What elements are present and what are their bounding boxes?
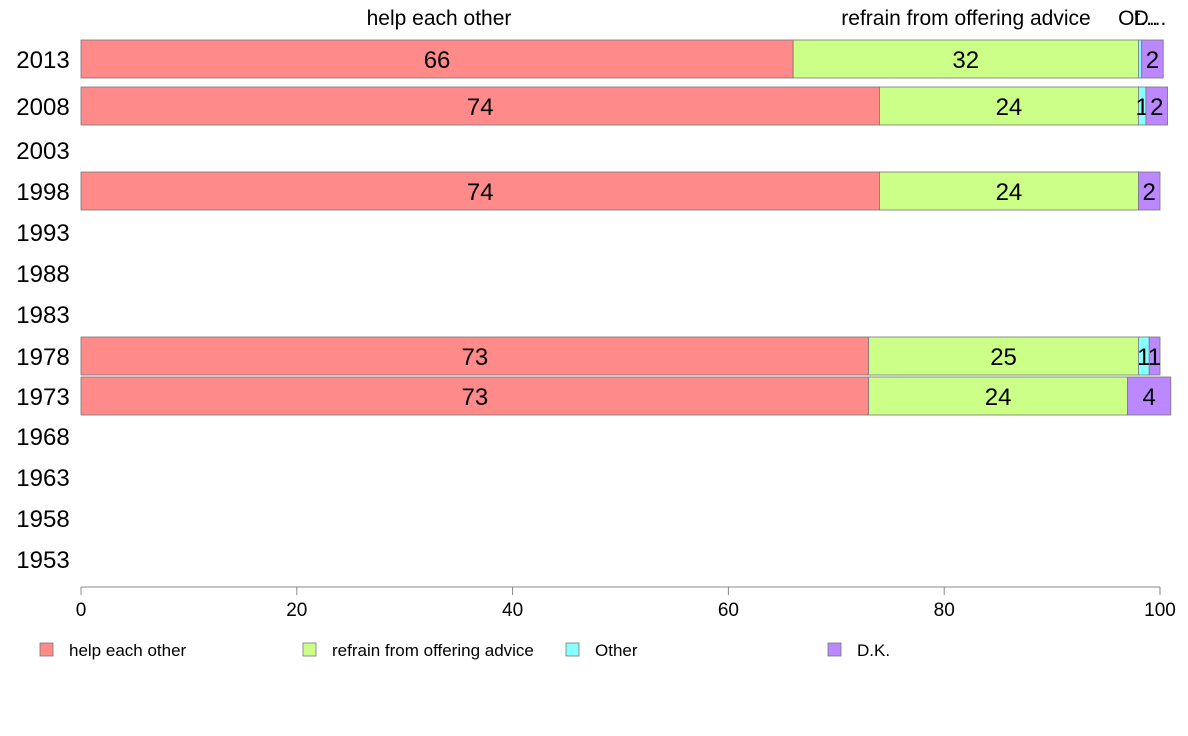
top-label-2: Ot... [1118,7,1158,30]
legend-swatch-2 [565,642,580,657]
x-axis: 0 20 40 60 80 100 [76,586,1176,621]
data-label-2008-2: 1 [1136,94,1149,121]
bar-1998-d-k- [1138,171,1161,211]
top-label-0: help each other [367,7,512,30]
legend-label-3: D.K. [857,641,890,660]
x-tick-label-60: 60 [718,600,739,621]
data-label-2013-3: 2 [1146,47,1159,74]
data-label-1978-2: 1 [1137,344,1150,371]
year-label-1958: 1958 [16,506,69,533]
x-tick-label-80: 80 [934,600,955,621]
bar-1978-help-each-other [80,336,870,376]
data-label-1978-1: 25 [990,344,1017,371]
year-label-1973: 1973 [16,384,69,411]
legend: help each other refrain from offering adv… [39,641,890,660]
year-label-1978: 1978 [16,344,69,371]
year-label-2008: 2008 [16,94,69,121]
x-tick-label-20: 20 [286,600,307,621]
bar-1973-refrain-from-offering-advice [868,376,1129,416]
bar-1978-d-k- [1148,336,1161,376]
year-label-1993: 1993 [16,220,69,247]
year-label-1988: 1988 [16,261,69,288]
year-label-1983: 1983 [16,302,69,329]
bar-2008-refrain-from-offering-advice [879,86,1139,126]
bar-2008-help-each-other [80,86,880,126]
bar-1998-refrain-from-offering-advice [879,171,1139,211]
data-label-2008-3: 2 [1150,94,1163,121]
top-label-3: D... [1134,7,1167,30]
legend-swatch-3 [827,642,842,657]
year-label-2003: 2003 [16,138,69,165]
bar-2008-d-k- [1145,86,1168,126]
data-label-1998-0: 74 [467,179,494,206]
legend-swatch-1 [302,642,317,657]
data-label-1973-3: 4 [1143,384,1156,411]
data-label-1973-1: 24 [985,384,1012,411]
legend-label-0: help each other [69,641,187,660]
data-label-1998-1: 24 [996,179,1023,206]
data-label-2008-0: 74 [467,94,494,121]
year-label-1953: 1953 [16,547,69,574]
year-label-1968: 1968 [16,424,69,451]
year-label-1998: 1998 [16,179,69,206]
x-tick-label-100: 100 [1144,600,1176,621]
year-label-1963: 1963 [16,465,69,492]
data-label-1978-0: 73 [461,344,488,371]
bar-2013-refrain-from-offering-advice [792,39,1139,79]
data-label-1998-3: 2 [1143,179,1156,206]
top-label-1: refrain from offering advice [841,7,1090,30]
data-label-1973-0: 73 [461,384,488,411]
bar-1973-d-k- [1127,376,1172,416]
legend-swatch-0 [39,642,54,657]
bar-2013-d-k- [1141,39,1164,79]
year-label-2013: 2013 [16,47,69,74]
legend-label-2: Other [595,641,638,660]
bar-2013-other [1138,39,1143,79]
data-label-2013-1: 32 [952,47,979,74]
bar-1973-help-each-other [80,376,870,416]
data-label-2013-0: 66 [424,47,451,74]
x-tick-label-0: 0 [76,600,87,621]
y-axis-labels: 2013 2008 2003 1998 1993 1988 1983 1978 1973 1968… [16,47,69,574]
legend-label-1: refrain from offering advice [332,641,534,660]
bar-1978-refrain-from-offering-advice [868,336,1139,376]
x-tick-label-40: 40 [502,600,523,621]
top-series-labels: help each other refrain from offering adv… [367,7,1167,30]
data-label-2008-1: 24 [996,94,1023,121]
bar-1998-help-each-other [80,171,880,211]
data-label-1978-3: 1 [1148,344,1161,371]
